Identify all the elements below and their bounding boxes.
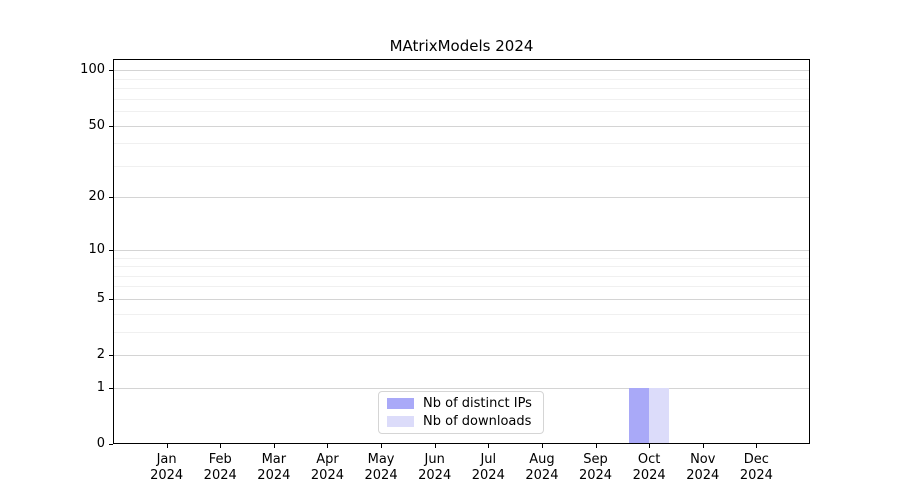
x-tick-year: 2024	[364, 467, 398, 483]
y-axis-tick-label: 0	[96, 436, 105, 451]
x-tick-year: 2024	[203, 467, 237, 483]
chart-title: MAtrixModels 2024	[389, 37, 534, 55]
x-tick-year: 2024	[525, 467, 559, 483]
x-tick-year: 2024	[471, 467, 505, 483]
x-tick-mark	[649, 444, 651, 448]
gridline-minor	[114, 88, 809, 90]
plot-area	[113, 59, 810, 444]
y-tick-mark	[109, 298, 113, 300]
y-tick-mark	[109, 197, 113, 199]
x-tick-mark	[541, 444, 543, 448]
legend-item-nb-of-distinct-ips: Nb of distinct IPs	[387, 395, 535, 412]
gridline-major	[114, 355, 809, 357]
legend-swatch-icon	[387, 416, 414, 427]
y-axis-tick-label: 100	[80, 62, 105, 78]
x-tick-mark	[756, 444, 758, 448]
x-axis-tick-label: Oct 2024	[617, 452, 681, 483]
gridline-major	[114, 249, 809, 251]
x-axis-tick-label: Feb 2024	[188, 452, 252, 483]
gridline-major	[114, 70, 809, 72]
x-tick-month: Jul	[480, 452, 497, 467]
x-tick-year: 2024	[578, 467, 613, 483]
x-tick-mark	[381, 444, 383, 448]
y-axis-tick-label: 5	[96, 290, 105, 306]
x-tick-mark	[434, 444, 436, 448]
gridline-major	[114, 298, 809, 300]
x-tick-year: 2024	[686, 467, 720, 483]
bar-nb-of-downloads	[649, 387, 670, 444]
y-tick-mark	[109, 125, 113, 127]
x-tick-month: Dec	[743, 452, 769, 467]
legend: Nb of distinct IPs Nb of downloads	[378, 391, 544, 434]
x-tick-year: 2024	[739, 467, 773, 483]
x-tick-mark	[488, 444, 490, 448]
y-axis-tick-label: 2	[96, 347, 105, 363]
x-tick-year: 2024	[310, 467, 344, 483]
x-axis-tick-label: Aug 2024	[510, 452, 574, 483]
x-axis-tick-label: May 2024	[349, 452, 413, 483]
gridline-minor	[114, 78, 809, 80]
gridline-minor	[114, 275, 809, 277]
x-tick-month: Sep	[583, 452, 608, 467]
x-tick-year: 2024	[257, 467, 291, 483]
x-axis-tick-label: Jul 2024	[456, 452, 520, 483]
legend-item-nb-of-downloads: Nb of downloads	[387, 413, 535, 430]
y-tick-mark	[109, 249, 113, 251]
gridline-minor	[114, 286, 809, 288]
x-axis-tick-label: Jan 2024	[135, 452, 199, 483]
x-axis-tick-label: Mar 2024	[242, 452, 306, 483]
y-tick-mark	[109, 387, 113, 389]
x-tick-mark	[327, 444, 329, 448]
x-axis-tick-label: Jun 2024	[403, 452, 467, 483]
y-tick-mark	[109, 355, 113, 357]
y-axis-tick-label: 50	[88, 117, 105, 133]
y-tick-mark	[109, 70, 113, 72]
gridline-major	[114, 125, 809, 127]
x-tick-month: Jan	[156, 452, 177, 467]
x-tick-month: Aug	[529, 452, 555, 467]
x-tick-year: 2024	[632, 467, 666, 483]
x-tick-year: 2024	[418, 467, 452, 483]
x-tick-mark	[273, 444, 275, 448]
legend-label: Nb of downloads	[423, 414, 532, 429]
x-tick-mark	[702, 444, 704, 448]
x-tick-year: 2024	[150, 467, 184, 483]
x-tick-month: Jun	[424, 452, 445, 467]
x-tick-mark	[220, 444, 222, 448]
gridline-major	[114, 197, 809, 199]
gridline-major	[114, 387, 809, 389]
gridline-minor	[114, 266, 809, 268]
gridline-minor	[114, 257, 809, 259]
x-axis-tick-label: Apr 2024	[295, 452, 359, 483]
x-axis-tick-label: Dec 2024	[724, 452, 788, 483]
gridline-minor	[114, 111, 809, 113]
gridline-minor	[114, 165, 809, 167]
x-tick-mark	[166, 444, 168, 448]
x-tick-month: Feb	[208, 452, 232, 467]
gridline-minor	[114, 98, 809, 100]
x-axis-tick-label: Sep 2024	[564, 452, 628, 483]
gridline-minor	[114, 331, 809, 333]
x-tick-month: Mar	[261, 452, 287, 467]
legend-swatch-icon	[387, 398, 414, 409]
y-axis-tick-label: 20	[88, 189, 105, 205]
x-tick-mark	[595, 444, 597, 448]
x-tick-month: Apr	[316, 452, 339, 467]
y-tick-mark	[109, 444, 113, 445]
x-tick-month: May	[367, 452, 395, 467]
gridline-minor	[114, 313, 809, 315]
y-axis-tick-label: 1	[96, 379, 105, 395]
gridline-minor	[114, 143, 809, 145]
x-tick-month: Oct	[637, 452, 661, 467]
y-axis-tick-label: 10	[88, 241, 105, 257]
legend-label: Nb of distinct IPs	[423, 396, 532, 411]
x-axis-tick-label: Nov 2024	[671, 452, 735, 483]
x-tick-month: Nov	[690, 452, 716, 467]
bar-nb-of-distinct-ips	[629, 387, 650, 444]
